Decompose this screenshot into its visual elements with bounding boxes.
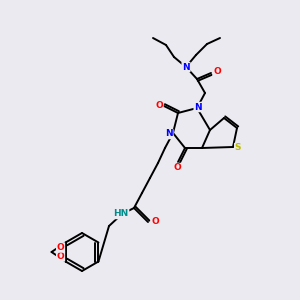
Text: O: O <box>151 218 159 226</box>
Text: O: O <box>173 164 181 172</box>
Text: O: O <box>57 252 64 261</box>
Text: N: N <box>194 103 202 112</box>
Text: O: O <box>213 68 221 76</box>
Text: HN: HN <box>113 209 129 218</box>
Text: O: O <box>57 243 64 252</box>
Text: N: N <box>165 130 173 139</box>
Text: N: N <box>182 62 190 71</box>
Text: O: O <box>155 101 163 110</box>
Text: S: S <box>235 143 241 152</box>
